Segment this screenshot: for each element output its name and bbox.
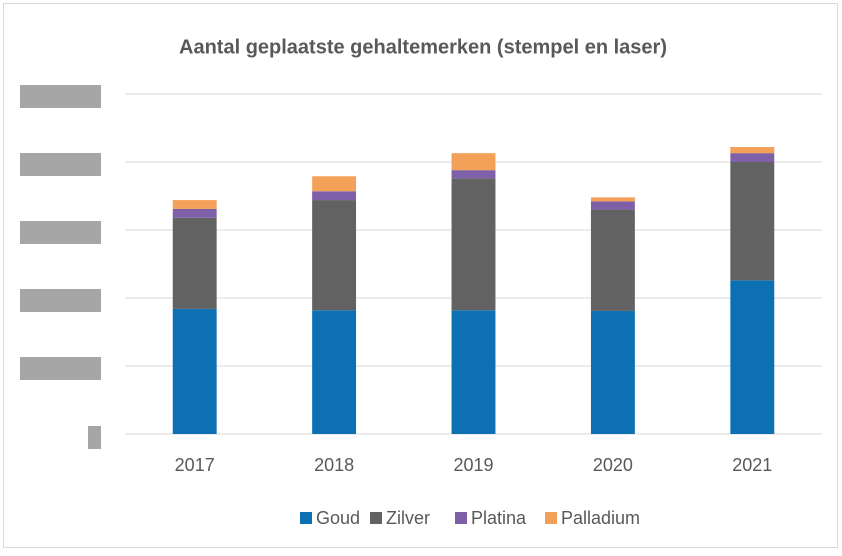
x-tick-label: 2019 bbox=[453, 455, 493, 475]
bar-segment bbox=[451, 310, 496, 434]
bar-segment bbox=[172, 308, 217, 434]
bar-segment bbox=[312, 176, 357, 192]
legend-label: Zilver bbox=[386, 508, 430, 528]
bar-segment bbox=[590, 209, 635, 311]
legend-swatch bbox=[545, 512, 557, 524]
legend-swatch bbox=[370, 512, 382, 524]
redaction bbox=[20, 289, 101, 312]
x-tick-label: 2018 bbox=[314, 455, 354, 475]
legend-label: Goud bbox=[316, 508, 360, 528]
bar-segment bbox=[451, 178, 496, 311]
bar-segment bbox=[590, 197, 635, 202]
bar-segment bbox=[312, 191, 357, 201]
x-tick-label: 2017 bbox=[175, 455, 215, 475]
x-tick-label: 2021 bbox=[732, 455, 772, 475]
chart-title: Aantal geplaatste gehaltemerken (stempel… bbox=[179, 36, 667, 58]
chart-border bbox=[3, 3, 838, 548]
bar-segment bbox=[172, 217, 217, 309]
bar-segment bbox=[730, 147, 775, 154]
bar-segment bbox=[451, 153, 496, 171]
bar-segment bbox=[451, 170, 496, 179]
bar-segment bbox=[172, 208, 217, 218]
bar-segment bbox=[590, 310, 635, 434]
bar-segment bbox=[312, 200, 357, 311]
redaction bbox=[20, 357, 101, 380]
redaction bbox=[20, 153, 101, 176]
redaction bbox=[88, 426, 101, 449]
redaction bbox=[20, 85, 101, 108]
bar-segment bbox=[590, 201, 635, 210]
bar-segment bbox=[172, 200, 217, 209]
bar-segment bbox=[312, 310, 357, 434]
legend-label: Palladium bbox=[561, 508, 640, 528]
bar-segment bbox=[730, 153, 775, 162]
legend-label: Platina bbox=[471, 508, 527, 528]
redaction bbox=[20, 221, 101, 244]
bar-segment bbox=[730, 280, 775, 434]
legend-swatch bbox=[300, 512, 312, 524]
legend-swatch bbox=[455, 512, 467, 524]
bar-segment bbox=[730, 162, 775, 281]
x-tick-label: 2020 bbox=[593, 455, 633, 475]
redacted-axis-labels bbox=[20, 85, 101, 449]
